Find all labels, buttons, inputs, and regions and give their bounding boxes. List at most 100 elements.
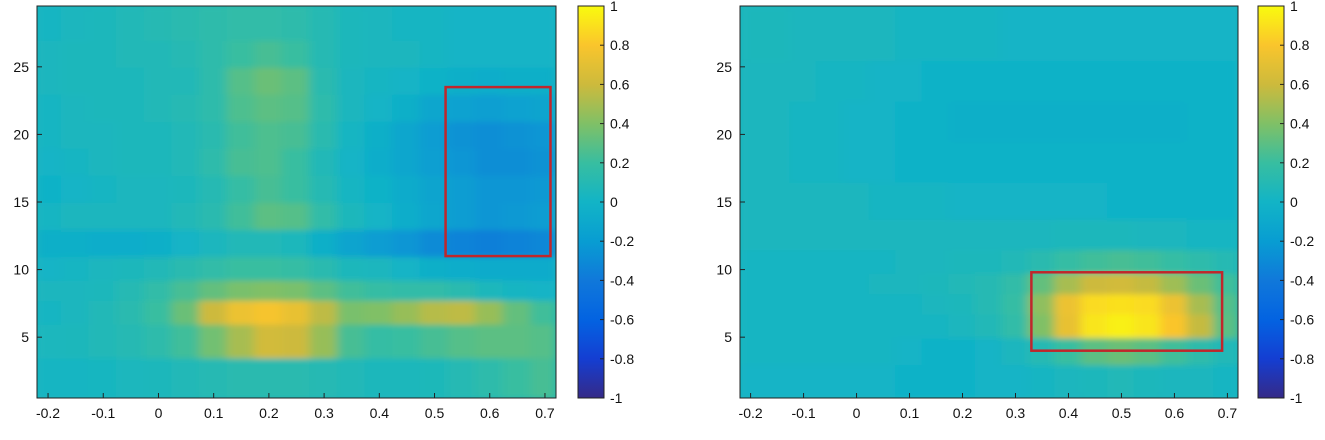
heatmap-cell <box>762 140 792 183</box>
heatmap-cell <box>502 119 533 149</box>
heatmap-cell <box>254 38 284 68</box>
heatmap-cell <box>364 6 395 41</box>
heatmap-cell <box>789 59 818 102</box>
heatmap-cell <box>37 322 63 359</box>
heatmap-cell <box>198 201 229 231</box>
heatmap-cell <box>1054 292 1083 315</box>
heatmap-cell <box>254 119 284 149</box>
heatmap-cell <box>948 6 977 62</box>
heatmap-cell <box>226 173 257 203</box>
heatmap-cell <box>171 38 201 68</box>
heatmap-cell <box>1080 271 1110 295</box>
colorbar-tick-label: 1 <box>610 0 618 14</box>
heatmap-cell <box>37 6 63 41</box>
heatmap-cell <box>281 299 312 325</box>
heatmap-cell <box>309 119 339 149</box>
heatmap-cell <box>336 299 367 325</box>
y-tick-label: 25 <box>716 59 732 75</box>
heatmap-cell <box>60 299 91 325</box>
heatmap-cell <box>502 65 533 95</box>
heatmap-cell <box>364 65 395 95</box>
heatmap-cell <box>895 99 924 143</box>
heatmap-cell <box>116 201 146 231</box>
heatmap-cell <box>1160 99 1189 143</box>
heatmap-cell <box>895 312 924 339</box>
heatmap-cell <box>88 6 119 41</box>
heatmap-cell <box>447 119 477 149</box>
heatmap-cell <box>392 92 422 122</box>
heatmap-cell <box>842 99 871 143</box>
heatmap-cell <box>419 299 450 325</box>
heatmap-cell <box>762 180 792 220</box>
x-tick-label: 0 <box>853 405 861 421</box>
heatmap-cell <box>309 322 339 359</box>
heatmap-cell <box>171 173 201 203</box>
heatmap-cell <box>116 322 146 359</box>
heatmap-cell <box>895 217 924 251</box>
heatmap-cell <box>1213 248 1238 274</box>
x-tick-label: 0.5 <box>425 405 445 421</box>
heatmap-cell <box>116 119 146 149</box>
heatmap-cell <box>1133 59 1163 102</box>
heatmap-cell <box>447 255 477 281</box>
heatmap-cell <box>1107 363 1136 398</box>
heatmap-cell <box>171 228 201 258</box>
heatmap-cell <box>474 146 505 176</box>
heatmap-cell <box>281 65 312 95</box>
heatmap-cell <box>502 6 533 41</box>
heatmap-cell <box>336 146 367 176</box>
heatmap-cell <box>171 299 201 325</box>
heatmap-cell <box>143 119 174 149</box>
heatmap-cell <box>1001 59 1030 102</box>
heatmap-cell <box>1186 6 1216 62</box>
heatmap-cell <box>1080 180 1110 220</box>
heatmap-right: -0.2 -0.1 0 0.1 0.2 0.3 0.4 0.5 0.6 0.75101520251… <box>716 0 1314 421</box>
heatmap-cell <box>502 38 533 68</box>
heatmap-cell <box>1080 99 1110 143</box>
heatmap-cell <box>336 255 367 281</box>
heatmap-cell <box>842 140 871 183</box>
heatmap-cell <box>1054 59 1083 102</box>
heatmap-cell <box>309 6 339 41</box>
heatmap-cell <box>502 322 533 359</box>
heatmap-cell <box>1213 180 1238 220</box>
heatmap-cell <box>740 180 765 220</box>
heatmap-cell <box>789 140 818 183</box>
heatmap-cell <box>309 146 339 176</box>
heatmap-cell <box>143 92 174 122</box>
heatmap-cell <box>60 278 91 301</box>
heatmap-cell <box>895 336 924 366</box>
heatmap-cell <box>171 65 201 95</box>
heatmap-cell <box>254 299 284 325</box>
heatmap-cell <box>1080 140 1110 183</box>
heatmap-cell <box>281 173 312 203</box>
heatmap-cell <box>789 336 818 366</box>
heatmap-cell <box>1027 271 1057 295</box>
heatmap-cell <box>336 278 367 301</box>
heatmap-cell <box>502 92 533 122</box>
heatmap-cell <box>1186 180 1216 220</box>
highlight-box <box>1030 271 1224 352</box>
colorbar <box>577 5 605 399</box>
heatmap-cell <box>447 92 477 122</box>
heatmap-cell <box>974 140 1004 183</box>
heatmap-cell <box>842 59 871 102</box>
x-tick-label: -0.2 <box>739 405 763 421</box>
heatmap-cell <box>143 228 174 258</box>
colorbar-tick-label: -0.6 <box>610 312 634 328</box>
colorbar-tick-label: -0.4 <box>610 272 634 288</box>
heatmap-cell <box>815 217 845 251</box>
heatmap-cell <box>392 356 422 398</box>
heatmap-cell <box>974 248 1004 274</box>
heatmap-cell <box>789 217 818 251</box>
heatmap-cell <box>974 336 1004 366</box>
heatmap-cell <box>762 6 792 62</box>
heatmap-cell <box>815 140 845 183</box>
heatmap-cell <box>740 59 765 102</box>
heatmap-cell <box>842 271 871 295</box>
heatmap-cell <box>1186 140 1216 183</box>
heatmap-cell <box>198 119 229 149</box>
heatmap-cell <box>143 6 174 41</box>
heatmap-cell <box>1107 180 1136 220</box>
heatmap-cell <box>762 363 792 398</box>
